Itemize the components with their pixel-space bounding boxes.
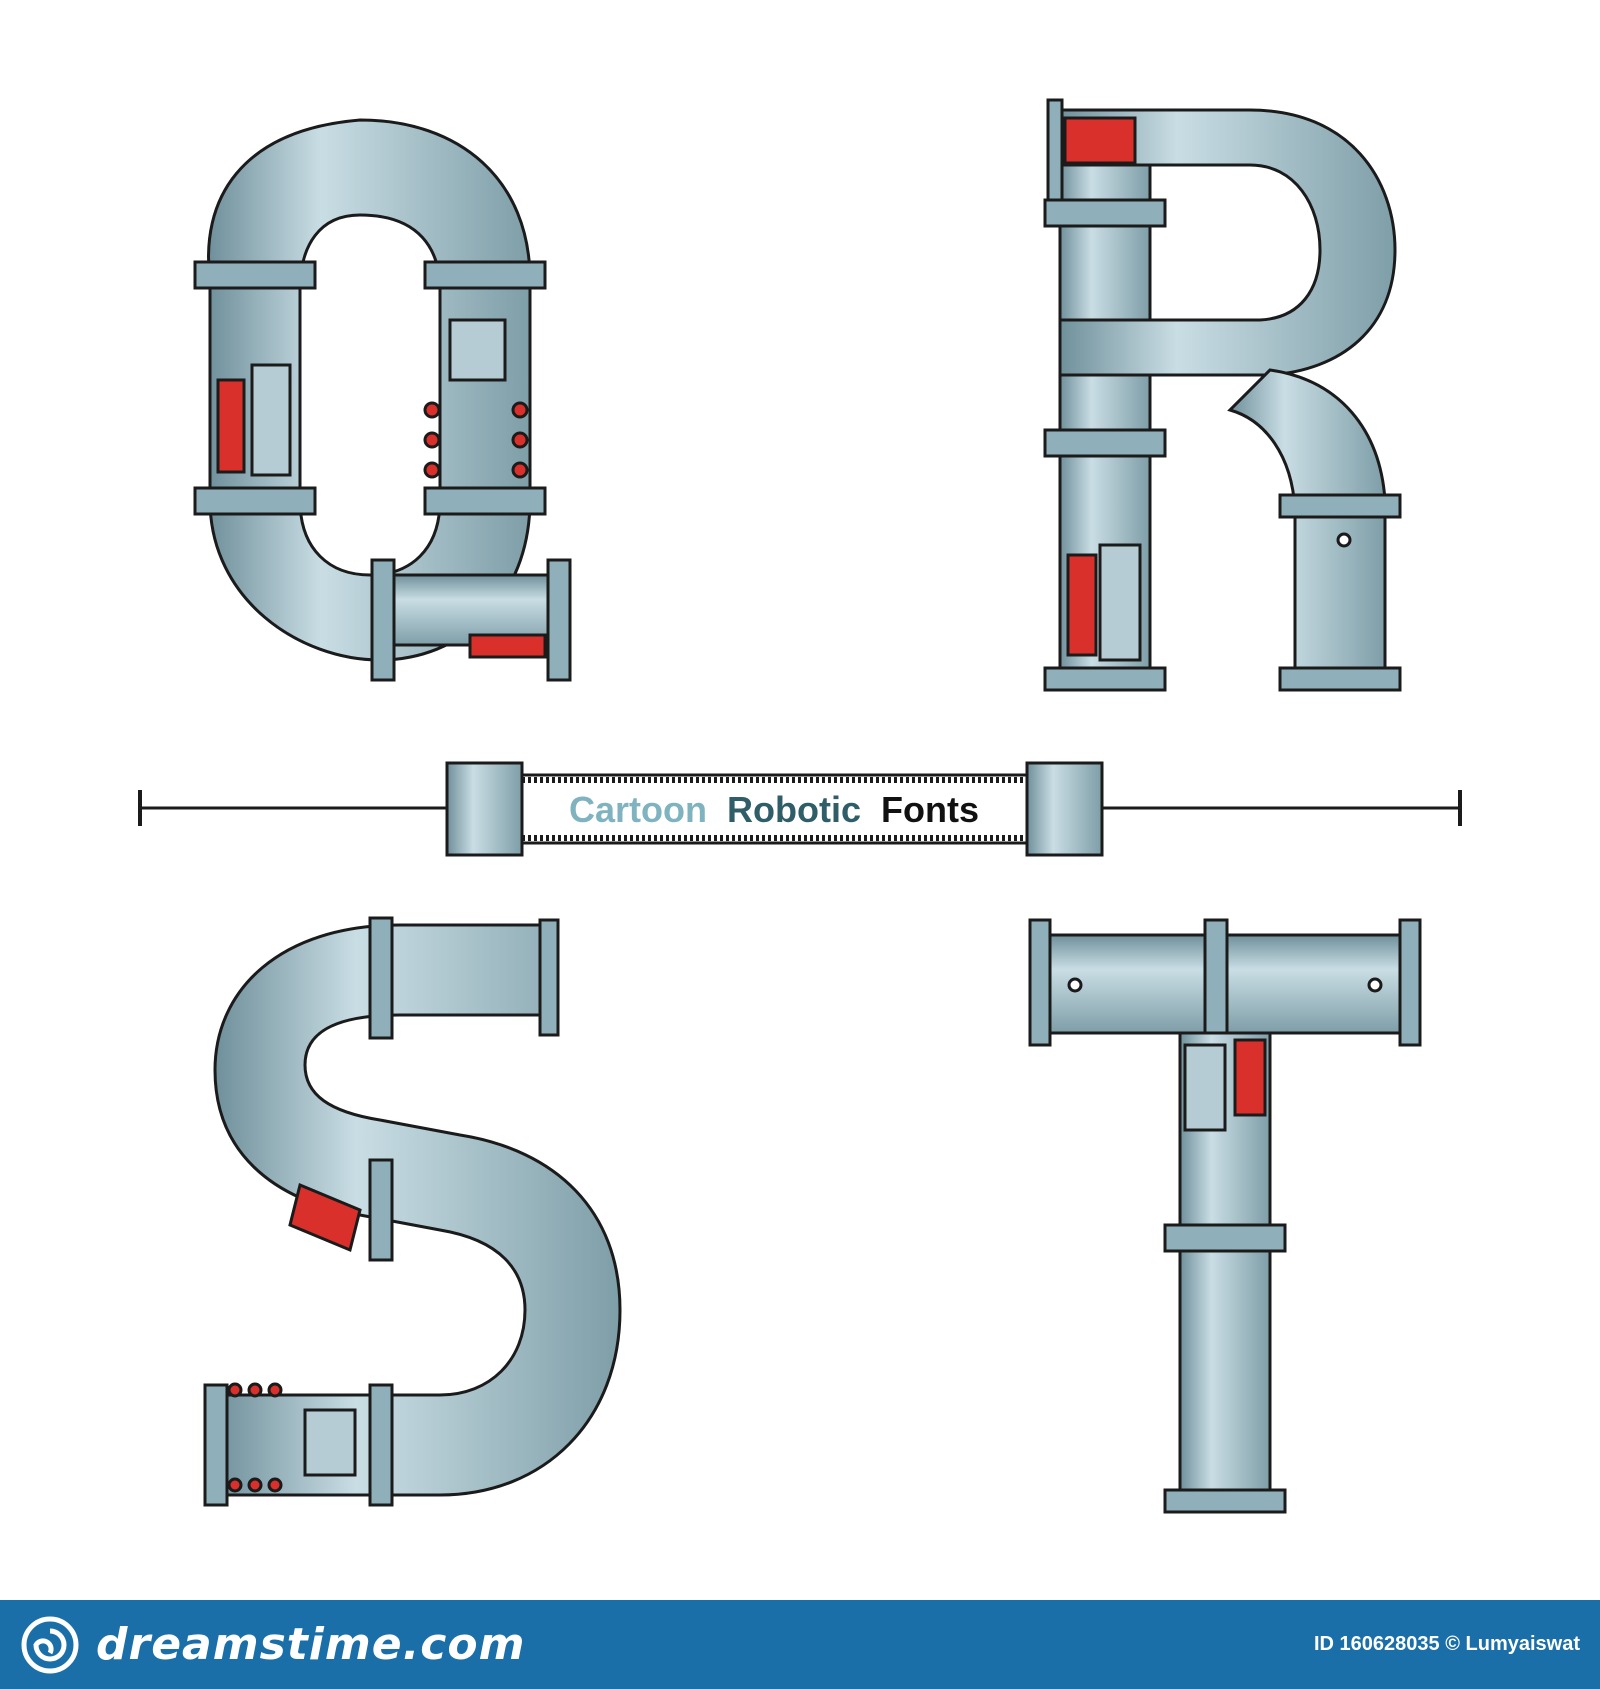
- footer-bar: dreamstime.com ID 160628035 © Lumyaiswat: [0, 1600, 1600, 1689]
- letter-q: [193, 118, 572, 682]
- robotic-letters-illustration: Cartoon Robotic Fonts: [138, 98, 1462, 1514]
- author: © Lumyaiswat: [1445, 1633, 1580, 1655]
- id-label: ID: [1313, 1633, 1334, 1655]
- brand-name: dreamstime.com: [96, 1619, 526, 1670]
- letter-r: [1043, 98, 1402, 692]
- letter-s: [203, 916, 622, 1507]
- caption-banner: Cartoon Robotic Fonts: [138, 761, 1462, 857]
- brand[interactable]: dreamstime.com: [20, 1615, 525, 1675]
- image-credit: ID 160628035 © Lumyaiswat: [1314, 1633, 1580, 1656]
- letter-t: [1028, 918, 1422, 1514]
- caption-word-fonts: Fonts: [881, 789, 979, 830]
- caption-word-robotic: Robotic: [727, 789, 861, 830]
- caption-text: Cartoon Robotic Fonts: [569, 789, 979, 830]
- dreamstime-logo-icon: [21, 1616, 79, 1673]
- id-value: 160628035: [1339, 1633, 1440, 1655]
- caption-word-cartoon: Cartoon: [569, 789, 707, 830]
